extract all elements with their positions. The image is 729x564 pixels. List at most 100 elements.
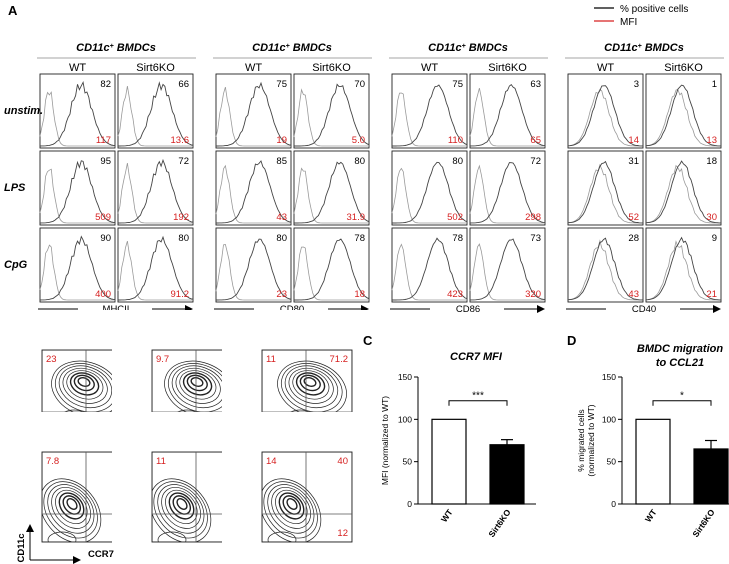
panel-d-letter: D — [567, 333, 576, 348]
contour-line — [284, 365, 339, 409]
contour-line — [58, 492, 85, 520]
histogram-frame — [117, 227, 194, 303]
histogram-frame — [567, 227, 644, 303]
mfi-value: 5.0 — [352, 135, 365, 146]
percent-positive-value: 75 — [276, 79, 287, 90]
histogram-cell: 72 298 — [469, 150, 546, 226]
histogram-frame — [117, 73, 194, 149]
histogram-cell: 28 43 — [567, 227, 644, 303]
contour-line — [73, 374, 95, 392]
contour-line — [43, 481, 98, 539]
mfi-value: 423 — [447, 289, 463, 300]
percent-positive-value: 18 — [706, 156, 717, 167]
column-label: WT — [421, 62, 438, 74]
column-label: Sirt6KO — [136, 62, 175, 74]
sample-histogram — [118, 158, 194, 224]
contour-line — [186, 374, 208, 392]
isotype-histogram — [645, 164, 721, 224]
percent-positive-value: 80 — [452, 156, 463, 167]
contour-line — [288, 367, 334, 404]
quadrant-upper-left: 23 — [46, 354, 57, 365]
sample-histogram — [392, 237, 468, 301]
contour-line — [182, 372, 213, 396]
panel-a-histograms: CD11c+ BMDCs WT Sirt6KO 82 117 66 13.6 95 509 72 1… — [4, 42, 724, 315]
sample-histogram — [216, 160, 292, 224]
percent-positive-value: 82 — [100, 79, 111, 90]
legend-percent-label: % positive cells — [620, 4, 688, 15]
isotype-histogram — [567, 88, 643, 147]
significance-marker: *** — [472, 391, 484, 402]
x-category-label: Sirt6KO — [690, 507, 717, 539]
histogram-frame — [567, 150, 644, 226]
isotype-histogram — [215, 164, 291, 224]
sample-histogram — [392, 84, 468, 147]
sample-histogram — [216, 81, 292, 147]
y-tick-label: 50 — [607, 457, 617, 467]
legend-mfi-label: MFI — [620, 17, 637, 28]
sample-histogram — [567, 160, 643, 224]
isotype-histogram — [117, 163, 193, 224]
sample-histogram — [118, 235, 194, 301]
contour-line — [175, 367, 221, 404]
mfi-value: 18 — [354, 289, 365, 300]
x-category-label: WT — [643, 507, 659, 524]
contour-line — [62, 367, 108, 404]
percent-positive-value: 80 — [178, 233, 189, 244]
y-tick-label: 100 — [398, 414, 412, 424]
histogram-cell: 80 502 — [391, 150, 468, 226]
x-axis-label: CCR7 — [88, 549, 114, 560]
histogram-cell: 1 13 — [645, 73, 722, 149]
isotype-histogram — [215, 244, 291, 301]
legend: % positive cells MFI — [594, 4, 688, 28]
sample-histogram — [392, 161, 468, 224]
row-label: LPS — [4, 182, 26, 194]
sample-histogram — [567, 237, 643, 301]
percent-positive-value: 80 — [276, 233, 287, 244]
marker-axis-label: CD80 — [280, 304, 304, 315]
marker-axis-label: CD40 — [632, 304, 656, 315]
panel-d-migration-chart: BMDC migration to CCL21 0 50 100 150 % migrate… — [576, 343, 729, 539]
plot-frame-outline — [261, 451, 353, 543]
histogram-group-mhcii: CD11c+ BMDCs WT Sirt6KO 82 117 66 13.6 95 509 72 1… — [37, 42, 196, 315]
histogram-frame — [391, 227, 468, 303]
histogram-frame — [293, 73, 370, 149]
chart-title: CCR7 MFI — [450, 351, 503, 363]
contour-line — [299, 374, 321, 392]
contour-line — [66, 370, 104, 400]
percent-positive-value: 9 — [712, 233, 717, 244]
histogram-cell: 63 65 — [469, 73, 546, 149]
isotype-histogram — [567, 163, 643, 224]
mfi-value: 43 — [276, 212, 287, 223]
mfi-value: 52 — [628, 212, 639, 223]
contour-line — [168, 492, 195, 520]
histogram-cell: 95 509 — [39, 150, 116, 226]
y-tick-label: 0 — [611, 499, 616, 509]
panel-c-letter: C — [363, 333, 373, 348]
isotype-histogram — [645, 89, 721, 147]
histogram-cell: 80 31.9 — [293, 150, 370, 226]
isotype-histogram — [469, 164, 545, 224]
mfi-value: 21 — [706, 289, 717, 300]
y-axis-label: MFI (normalized to WT) — [380, 396, 390, 485]
percent-positive-value: 31 — [628, 156, 639, 167]
quadrant-upper-right: 71.2 — [330, 354, 349, 365]
marker-axis-label: CD86 — [456, 304, 480, 315]
contour-line — [179, 370, 217, 400]
histogram-frame — [215, 73, 292, 149]
mfi-value: 13.6 — [171, 135, 190, 146]
contour-line — [66, 498, 78, 510]
isotype-histogram — [469, 87, 545, 147]
significance-bracket — [652, 400, 712, 406]
percent-positive-value: 85 — [276, 156, 287, 167]
histogram-group-cd86: CD11c+ BMDCs WT Sirt6KO 75 110 63 65 80 502 72 298… — [389, 42, 548, 315]
histogram-frame — [469, 73, 546, 149]
isotype-histogram — [567, 239, 643, 301]
histogram-cell: 3 14 — [567, 73, 644, 149]
histogram-cell: 9 21 — [645, 227, 722, 303]
mfi-value: 31.9 — [347, 212, 366, 223]
panel-b-contour-plots: unstim.LPSCpGWTSirt6KO23565.59.7746.5117… — [2, 310, 392, 564]
group-title: CD11c+ BMDCs — [76, 42, 156, 54]
